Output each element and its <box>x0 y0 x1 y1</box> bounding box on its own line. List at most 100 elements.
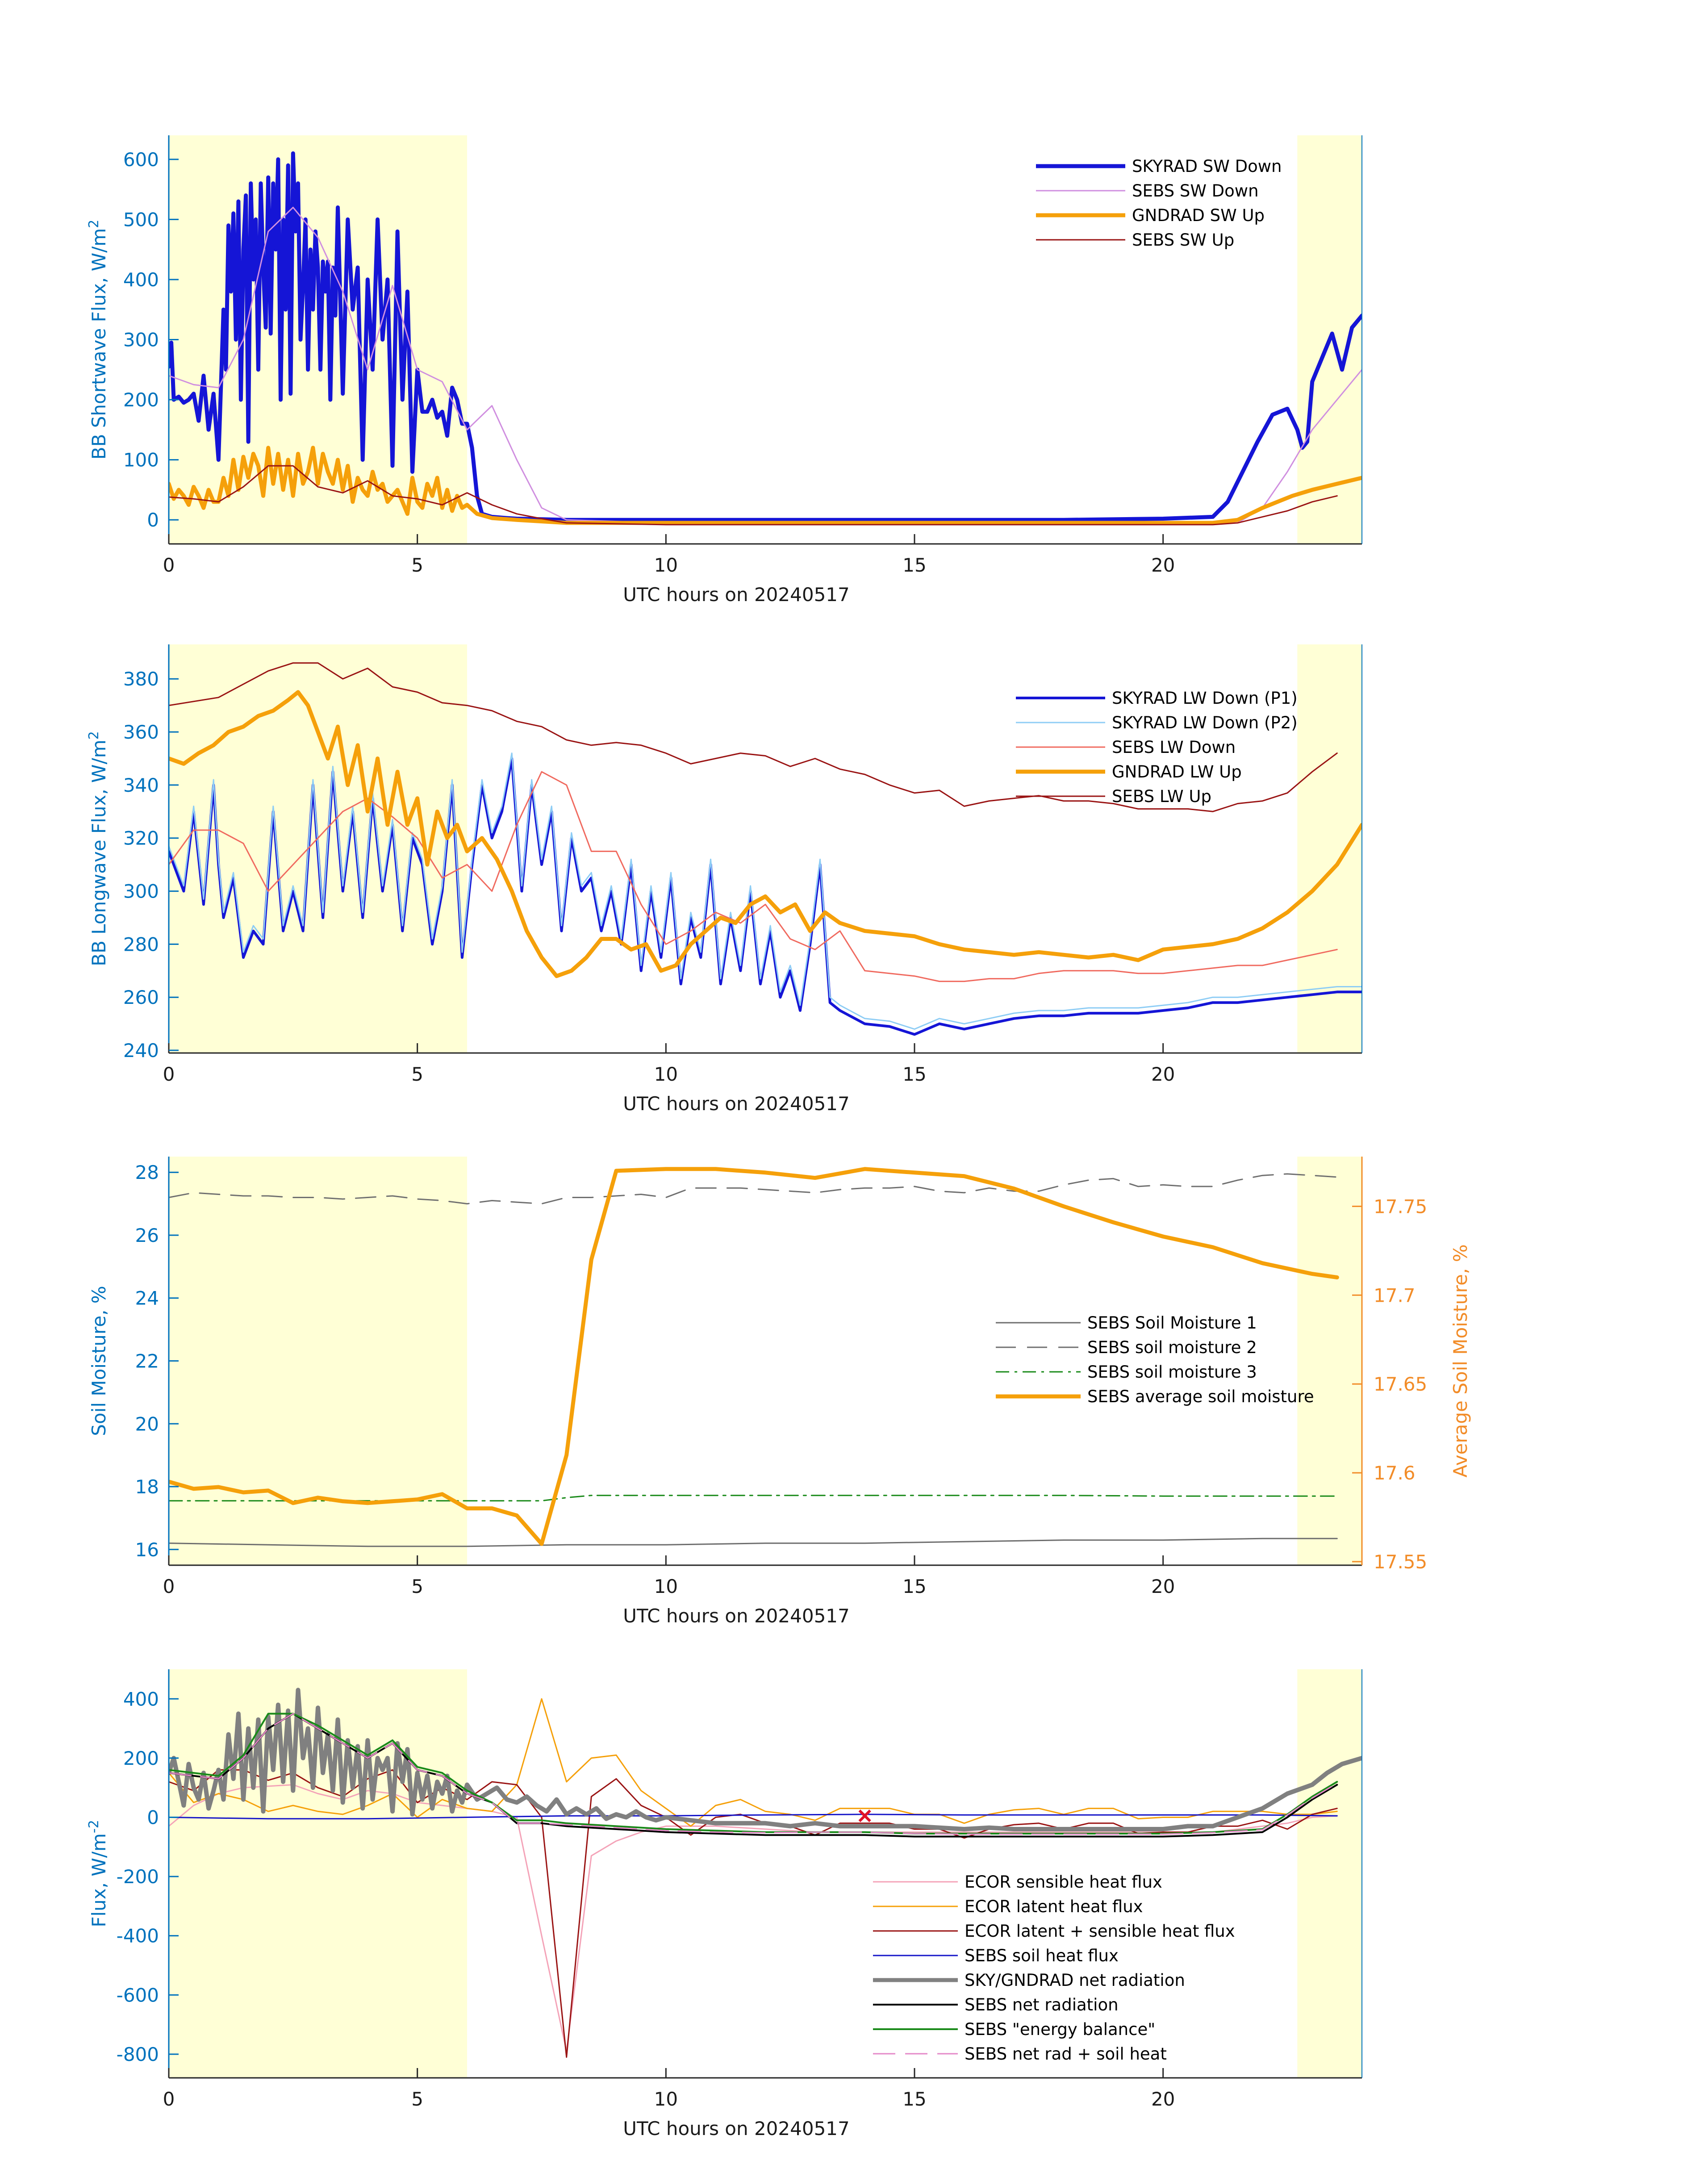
legend-label: SEBS LW Down <box>1112 738 1236 757</box>
legend: SKYRAD SW Down SEBS SW Down GNDRAD SW Up SE… <box>1036 157 1282 250</box>
legend-item-ecor-latent-heat-flux: ECOR latent heat flux <box>873 1897 1143 1916</box>
series-sebs-net-rad-soil-heat <box>169 1713 1338 1835</box>
y-tick-label: 300 <box>123 329 159 351</box>
y-right-tick-label: 17.6 <box>1374 1462 1416 1484</box>
legend: SEBS Soil Moisture 1 SEBS soil moisture 2… <box>996 1313 1314 1406</box>
y-right-tick-label: 17.75 <box>1374 1195 1427 1217</box>
y-axis-label: Flux, W/m-2 <box>86 1820 110 1927</box>
series-sebs-soil-heat-flux <box>169 1813 1338 1820</box>
series-sebs-average-soil-moisture <box>169 1167 1339 1546</box>
legend: ECOR sensible heat flux ECOR latent heat … <box>873 1872 1235 2064</box>
chart-panel-4: 0 5 10 15 20 UTC hours on 20240517 -800 -600 -40… <box>86 1669 1362 2139</box>
y-tick-label: 400 <box>123 269 159 291</box>
y-tick-label: 200 <box>123 389 159 411</box>
y-axis-label-main: BB Longwave Flux, W/m <box>88 740 110 966</box>
y-tick-label: 320 <box>123 827 159 849</box>
x-tick-label: 15 <box>902 1063 926 1085</box>
chart-panel-3: 0 5 10 15 20 UTC hours on 20240517 16 18 20 22 24 2… <box>88 1157 1471 1627</box>
legend-label: ECOR latent + sensible heat flux <box>965 1922 1235 1941</box>
legend-label: SKY/GNDRAD net radiation <box>965 1971 1185 1990</box>
legend-label: GNDRAD SW Up <box>1132 206 1265 225</box>
legend-label: SKYRAD SW Down <box>1132 157 1282 176</box>
legend-item-sebs-lw-up: SEBS LW Up <box>1016 787 1211 806</box>
legend-label: SEBS SW Down <box>1132 181 1259 201</box>
y-tick-label: 24 <box>135 1287 159 1309</box>
y-axis-label-superscript: 2 <box>86 731 102 740</box>
legend-label: SEBS Soil Moisture 1 <box>1087 1313 1257 1333</box>
y-tick-label: 0 <box>147 509 159 531</box>
x-tick-label: 10 <box>654 1575 678 1597</box>
x-tick-label: 10 <box>654 2088 678 2110</box>
legend-item-sebs-energy-balance: SEBS "energy balance" <box>873 2020 1155 2039</box>
plot-area <box>169 1167 1339 1547</box>
y-tick-label: 22 <box>135 1350 159 1372</box>
series-sebs-sw-up <box>169 465 1338 526</box>
legend-label: SEBS "energy balance" <box>965 2020 1155 2039</box>
x-tick-label: 20 <box>1151 554 1175 576</box>
y-tick-label: 100 <box>123 449 159 471</box>
series-sebs-soil-moisture-2 <box>169 1173 1338 1205</box>
legend-label: SEBS average soil moisture <box>1087 1387 1314 1406</box>
legend-item-sebs-sw-down: SEBS SW Down <box>1036 181 1259 201</box>
y-tick-label: 500 <box>123 209 159 230</box>
x-tick-label: 15 <box>902 1575 926 1597</box>
y-axis-label: Soil Moisture, % <box>88 1286 110 1436</box>
y-tick-label: -200 <box>117 1866 159 1888</box>
series-sebs-lw-down <box>169 771 1338 982</box>
legend-item-ecor-sensible-heat-flux: ECOR sensible heat flux <box>873 1872 1162 1892</box>
x-tick-label: 0 <box>163 2088 175 2110</box>
legend-label: SEBS soil heat flux <box>965 1946 1119 1965</box>
legend-label: SEBS LW Up <box>1112 787 1211 806</box>
marker-x-stroke-b <box>858 1809 871 1822</box>
y-tick-label: 18 <box>135 1476 159 1498</box>
x-tick-label: 20 <box>1151 2088 1175 2110</box>
marker-x <box>858 1809 871 1822</box>
x-tick-label: 5 <box>411 2088 423 2110</box>
legend-item-gndrad-sw-up: GNDRAD SW Up <box>1036 206 1265 225</box>
shaded-region-2 <box>1297 644 1362 1053</box>
shaded-region-2 <box>1297 1669 1362 2078</box>
y-axis-label-main: BB Shortwave Flux, W/m <box>88 228 110 460</box>
y-axis-label-superscript: -2 <box>86 1820 102 1833</box>
x-tick-label: 0 <box>163 554 175 576</box>
y-right-tick-label: 17.7 <box>1374 1284 1416 1306</box>
series-sebs-sw-down <box>169 207 1362 524</box>
x-axis-label: UTC hours on 20240517 <box>623 2118 850 2139</box>
plot-area <box>169 151 1362 526</box>
legend-item-sebs-soil-heat-flux: SEBS soil heat flux <box>873 1946 1119 1965</box>
y-tick-label: 0 <box>147 1807 159 1829</box>
series-gndrad-lw-up <box>169 690 1362 978</box>
x-tick-label: 10 <box>654 554 678 576</box>
series-skyrad-sw-down <box>169 151 1362 522</box>
series-gndrad-sw-up <box>169 446 1362 525</box>
y-tick-label: 16 <box>135 1539 159 1561</box>
shaded-region-1 <box>169 1157 467 1565</box>
legend-label: SEBS soil moisture 3 <box>1087 1362 1257 1382</box>
x-tick-label: 5 <box>411 1063 423 1085</box>
x-tick-label: 5 <box>411 1575 423 1597</box>
legend-item-skyrad-lw-down-p2: SKYRAD LW Down (P2) <box>1016 713 1298 732</box>
legend-label: SKYRAD LW Down (P2) <box>1112 713 1298 732</box>
legend-label: SEBS net radiation <box>965 1995 1119 2014</box>
legend-label: SEBS soil moisture 2 <box>1087 1338 1257 1357</box>
y-tick-label: 280 <box>123 933 159 955</box>
y-tick-label: 400 <box>123 1688 159 1710</box>
legend-label: SEBS SW Up <box>1132 230 1234 250</box>
y-tick-label: 240 <box>123 1040 159 1061</box>
y-axis-label: BB Shortwave Flux, W/m2 <box>86 220 110 460</box>
x-axis-label: UTC hours on 20240517 <box>623 584 850 606</box>
y-tick-label: 300 <box>123 881 159 903</box>
legend-item-sebs-net-radiation: SEBS net radiation <box>873 1995 1119 2014</box>
legend-item-sebs-average-soil-moisture: SEBS average soil moisture <box>996 1387 1314 1406</box>
x-tick-label: 15 <box>902 2088 926 2110</box>
y-tick-label: 600 <box>123 149 159 171</box>
x-tick-label: 0 <box>163 1063 175 1085</box>
y-tick-label: -400 <box>117 1925 159 1947</box>
legend-label: GNDRAD LW Up <box>1112 762 1242 781</box>
plot-area <box>169 1688 1362 2058</box>
plot-area <box>169 662 1362 1036</box>
series-sebs-soil-moisture-1 <box>169 1538 1338 1547</box>
y-tick-label: 380 <box>123 668 159 690</box>
legend: SKYRAD LW Down (P1) SKYRAD LW Down (P2) SE… <box>1016 689 1298 806</box>
